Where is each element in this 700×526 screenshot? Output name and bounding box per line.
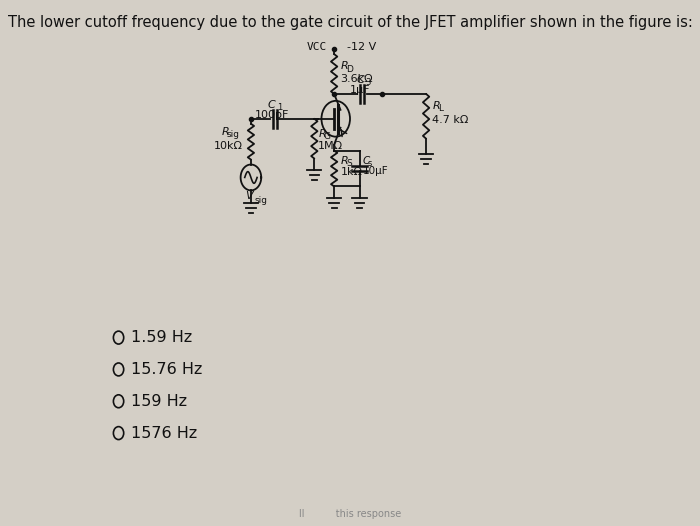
Text: 159 Hz: 159 Hz [131, 394, 188, 409]
Text: L: L [438, 104, 443, 113]
Text: 10kΩ: 10kΩ [214, 140, 243, 150]
Text: S: S [346, 159, 352, 168]
Text: 1MΩ: 1MΩ [318, 140, 344, 150]
Text: R: R [340, 61, 348, 71]
Text: 3.6kΩ: 3.6kΩ [340, 74, 373, 84]
Text: 4.7 kΩ: 4.7 kΩ [433, 115, 469, 125]
Text: R: R [433, 101, 440, 111]
Text: sig: sig [227, 130, 240, 139]
Text: D: D [346, 65, 353, 74]
Text: 1kΩ: 1kΩ [340, 167, 363, 177]
Text: R: R [222, 127, 230, 137]
Text: C: C [363, 156, 370, 166]
Text: V: V [246, 191, 253, 201]
Text: 10μF: 10μF [363, 167, 389, 177]
Text: R: R [340, 156, 348, 166]
Text: s: s [368, 159, 372, 168]
Text: C: C [356, 75, 364, 85]
Text: 3: 3 [365, 78, 370, 87]
Text: VCC: VCC [307, 42, 327, 52]
Text: ll          this response: ll this response [299, 509, 401, 519]
Text: 1576 Hz: 1576 Hz [131, 426, 197, 441]
Text: The lower cutoff frequency due to the gate circuit of the JFET amplifier shown i: The lower cutoff frequency due to the ga… [8, 15, 692, 31]
Text: sig: sig [254, 196, 267, 205]
Text: -12 V: -12 V [346, 42, 376, 52]
Text: R: R [318, 129, 326, 139]
Text: G: G [324, 132, 331, 141]
Text: 100pF: 100pF [254, 110, 288, 120]
Text: 1: 1 [277, 103, 282, 113]
Text: 1μF: 1μF [350, 85, 370, 95]
Text: 1.59 Hz: 1.59 Hz [131, 330, 193, 345]
Text: C: C [267, 100, 275, 110]
Text: 15.76 Hz: 15.76 Hz [131, 362, 202, 377]
